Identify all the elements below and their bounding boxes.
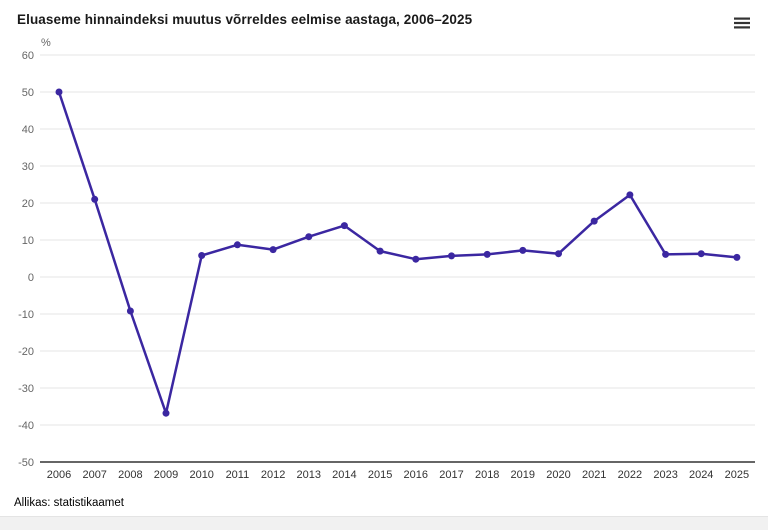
chart-context-menu-button[interactable] bbox=[731, 14, 753, 32]
data-point-marker[interactable]: 2020: 6.3% bbox=[555, 250, 562, 258]
data-point-marker[interactable]: 2014: 13.9% bbox=[340, 222, 348, 230]
x-tick-label: 2009 bbox=[154, 469, 178, 481]
data-point-marker[interactable]: 2010: 5.8% bbox=[198, 252, 206, 259]
y-tick-label: 0 bbox=[28, 272, 34, 284]
x-tick-label: 2024 bbox=[689, 469, 713, 481]
y-tick-label: 20 bbox=[22, 198, 34, 210]
data-point-marker[interactable]: 2019: 7.2% bbox=[519, 246, 527, 254]
data-point-marker[interactable]: 2006: 50% bbox=[55, 88, 63, 96]
data-point-marker[interactable]: 2022: 22.2% bbox=[626, 191, 634, 199]
x-tick-label: 2017 bbox=[439, 469, 463, 481]
footer-strip bbox=[0, 516, 768, 530]
data-point-marker[interactable]: 2018: 6.1% bbox=[483, 250, 491, 258]
y-tick-label: 10 bbox=[22, 235, 34, 247]
x-tick-label: 2011 bbox=[226, 469, 250, 481]
data-point-marker[interactable]: 2017: 5.7% bbox=[448, 252, 455, 260]
y-tick-label: -40 bbox=[18, 420, 34, 432]
data-point-marker[interactable]: 2024: 6.3% bbox=[697, 250, 705, 258]
x-tick-label: 2013 bbox=[297, 469, 321, 481]
data-point-marker[interactable]: 2025: 5.3% bbox=[733, 253, 741, 261]
y-tick-label: -30 bbox=[18, 383, 34, 395]
chart-title: Eluaseme hinnaindeksi muutus võrreldes e… bbox=[17, 12, 473, 27]
x-tick-label: 2015 bbox=[368, 469, 392, 481]
data-point-marker[interactable]: 2023: 6.1% bbox=[662, 250, 670, 258]
data-point-marker[interactable]: 2008: -9.2% bbox=[126, 307, 134, 315]
x-tick-label: 2025 bbox=[725, 469, 749, 481]
y-tick-label: 30 bbox=[22, 161, 34, 173]
data-point-marker[interactable]: 2021: 15.1% bbox=[590, 217, 598, 225]
x-tick-label: 2007 bbox=[82, 469, 106, 481]
x-tick-label: 2020 bbox=[546, 469, 570, 481]
y-tick-label: 40 bbox=[22, 124, 34, 136]
y-tick-label: -50 bbox=[18, 457, 34, 469]
chart-source: Allikas: statistikaamet bbox=[14, 497, 124, 509]
x-tick-label: 2006 bbox=[47, 469, 71, 481]
x-tick-label: 2008 bbox=[118, 469, 142, 481]
x-tick-label: 2019 bbox=[511, 469, 535, 481]
x-tick-label: 2010 bbox=[189, 469, 213, 481]
data-point-marker[interactable]: 2013: 10.9% bbox=[305, 233, 313, 241]
hamburger-menu-icon bbox=[734, 17, 750, 29]
x-tick-label: 2023 bbox=[653, 469, 677, 481]
x-tick-label: 2022 bbox=[618, 469, 642, 481]
data-point-marker[interactable]: 2011: 8.7% bbox=[233, 241, 241, 249]
y-tick-label: 50 bbox=[22, 87, 34, 99]
x-tick-label: 2014 bbox=[332, 469, 356, 481]
data-point-marker[interactable]: 2016: 4.8% bbox=[412, 255, 420, 263]
x-tick-label: 2021 bbox=[582, 469, 606, 481]
data-point-marker[interactable]: 2009: -36.8% bbox=[162, 409, 170, 417]
data-point-marker[interactable]: 2015: 7% bbox=[376, 247, 384, 255]
y-tick-label: -20 bbox=[18, 346, 34, 358]
y-tick-label: -10 bbox=[18, 309, 34, 321]
x-tick-label: 2016 bbox=[404, 469, 428, 481]
line-series bbox=[57, 90, 739, 415]
data-point-marker[interactable]: 2007: 21% bbox=[91, 195, 99, 203]
x-tick-label: 2018 bbox=[475, 469, 499, 481]
y-tick-label: 60 bbox=[22, 50, 34, 62]
y-axis-unit-label: % bbox=[41, 37, 51, 49]
data-point-marker[interactable]: 2012: 7.4% bbox=[269, 246, 277, 254]
x-tick-label: 2012 bbox=[261, 469, 285, 481]
